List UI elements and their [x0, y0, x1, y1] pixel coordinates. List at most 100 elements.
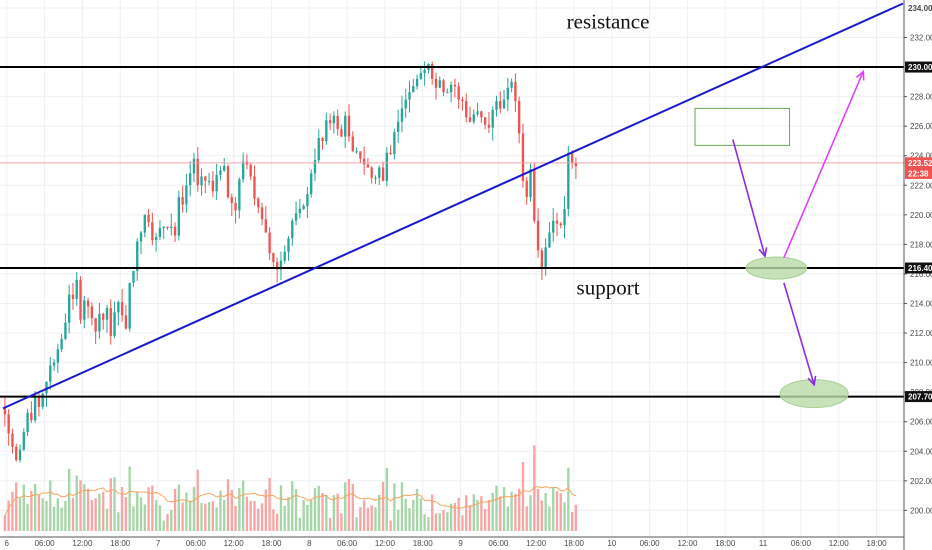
volume-bar-27: [105, 508, 109, 531]
candle-body-141: [536, 220, 540, 251]
volume-bar-134: [510, 491, 513, 531]
y-tick-label-9: 218.00: [910, 240, 932, 249]
arrow-line-0[interactable]: [732, 139, 766, 257]
candle-body-51: [196, 158, 199, 186]
volume-bar-87: [332, 495, 336, 531]
volume-bar-17: [68, 468, 71, 531]
volume-bar-84: [321, 492, 324, 531]
target-ellipse-0[interactable]: [745, 256, 808, 280]
volume-bar-85: [325, 494, 328, 531]
volume-bar-56: [215, 507, 218, 531]
candle-body-58: [223, 166, 226, 171]
candle-body-113: [431, 64, 434, 79]
volume-bar-9: [37, 495, 41, 531]
x-tick-label-6: 12:00: [224, 539, 245, 548]
candle-body-65: [249, 164, 252, 177]
candle-body-130: [495, 101, 498, 110]
candle-body-19: [75, 279, 78, 300]
trendline[interactable]: [2, 2, 904, 410]
volume-bar-58: [223, 499, 226, 531]
candle-body-74: [283, 251, 286, 261]
volume-bar-89: [340, 513, 343, 531]
candle-body-106: [404, 99, 407, 109]
volume-bar-113: [431, 494, 434, 531]
volume-bar-148: [563, 502, 566, 531]
x-tick-label-20: 11: [759, 539, 768, 548]
candle-body-93: [355, 151, 358, 153]
volume-bar-116: [442, 509, 445, 531]
candle-body-121: [461, 99, 464, 102]
volume-bar-88: [336, 493, 339, 531]
annotation-support: support: [577, 276, 640, 300]
volume-bar-33: [128, 466, 131, 531]
arrow-line-2[interactable]: [783, 71, 865, 258]
volume-bar-59: [226, 479, 230, 531]
y-tick-label-13: 226.00: [910, 122, 932, 131]
candle-body-7: [30, 412, 33, 421]
volume-bar-100: [381, 481, 385, 531]
candle-body-89: [340, 129, 343, 137]
volume-bar-124: [472, 494, 475, 531]
candle-body-123: [468, 117, 472, 122]
volume-bar-121: [461, 515, 464, 531]
candle-body-108: [412, 86, 415, 93]
candle-body-28: [109, 307, 112, 336]
x-tick-label-19: 18:00: [715, 539, 736, 548]
y-tick-label-6: 212.00: [910, 329, 932, 338]
candle-body-46: [177, 197, 181, 236]
candle-body-5: [22, 432, 25, 450]
candle-body-30: [117, 302, 120, 313]
volume-bar-22: [86, 488, 90, 531]
target-ellipse-1[interactable]: [779, 379, 849, 409]
volume-bar-104: [396, 509, 400, 531]
volume-bar-90: [344, 482, 347, 531]
candle-body-85: [325, 120, 328, 141]
candle-body-1: [7, 414, 10, 434]
volume-bar-69: [264, 489, 267, 531]
volume-bar-15: [60, 507, 63, 531]
volume-bar-94: [359, 507, 362, 531]
volume-bar-5: [22, 484, 25, 531]
candle-body-122: [465, 101, 468, 118]
volume-bar-23: [90, 500, 94, 531]
volume-bar-127: [483, 508, 487, 531]
candle-body-84: [321, 137, 324, 141]
volume-bar-99: [378, 494, 381, 531]
candle-body-39: [151, 222, 154, 240]
volume-bar-0: [3, 515, 7, 531]
volume-bar-57: [219, 490, 222, 531]
candle-body-105: [400, 108, 404, 122]
volume-bar-68: [260, 503, 264, 531]
volume-bar-50: [192, 486, 196, 531]
candle-body-63: [241, 161, 245, 180]
candle-body-142: [540, 250, 544, 269]
volume-bar-96: [366, 507, 370, 531]
candle-body-139: [529, 169, 532, 198]
volume-bar-128: [487, 499, 491, 531]
volume-bar-80: [306, 505, 309, 531]
x-tick-label-3: 18:00: [110, 539, 131, 548]
volume-bar-64: [245, 496, 249, 531]
candle-body-78: [298, 208, 302, 214]
price-badge-label-3: 22:38: [908, 169, 929, 178]
x-tick-label-7: 18:00: [261, 539, 282, 548]
volume-bar-39: [151, 485, 154, 531]
volume-bar-98: [374, 507, 377, 531]
candle-body-9: [37, 396, 41, 407]
volume-bar-123: [468, 505, 472, 531]
volume-bar-35: [136, 492, 139, 531]
target-rectangle[interactable]: [694, 107, 791, 146]
volume-bar-92: [351, 483, 354, 531]
volume-bar-114: [434, 513, 438, 531]
volume-bar-63: [241, 480, 245, 531]
candle-body-67: [257, 198, 260, 208]
candle-body-57: [219, 170, 222, 175]
candle-body-136: [518, 101, 521, 134]
price-axis-panel[interactable]: [904, 0, 932, 550]
candle-body-127: [483, 117, 487, 125]
price-badge-1: [905, 61, 932, 73]
volume-bar-19: [75, 475, 78, 531]
price-badge-label-5: 207.70: [908, 393, 932, 402]
arrow-line-1[interactable]: [783, 282, 815, 385]
